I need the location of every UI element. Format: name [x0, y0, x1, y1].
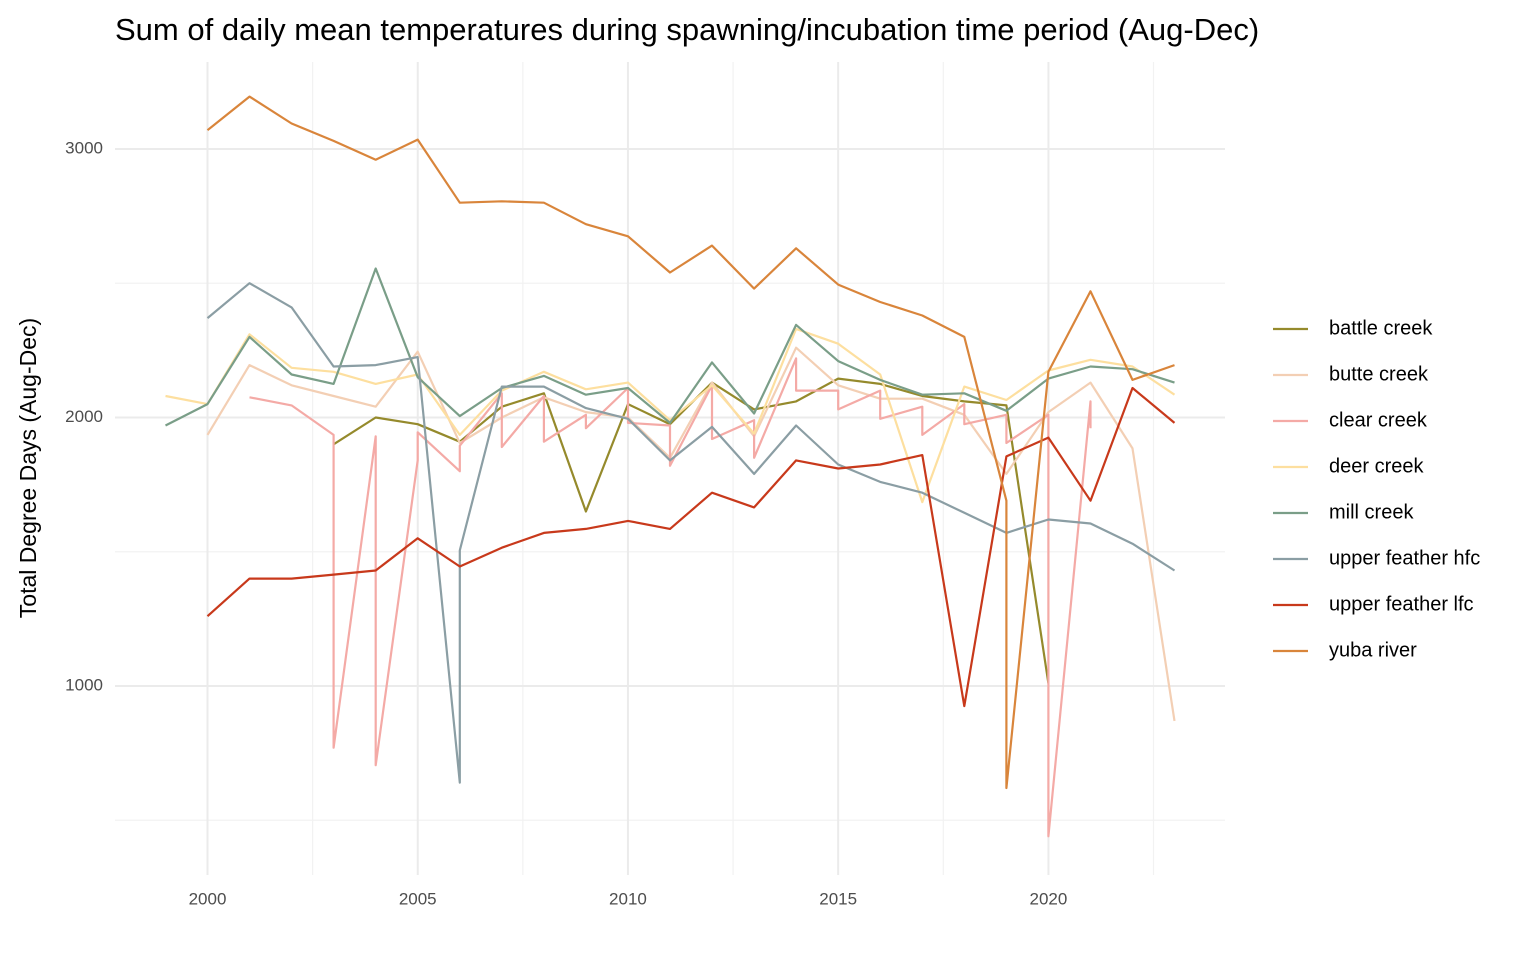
legend-label: battle creek: [1329, 317, 1433, 339]
legend-label: clear creek: [1329, 409, 1428, 431]
x-tick-label: 2010: [609, 889, 647, 908]
legend-label: upper feather hfc: [1329, 547, 1480, 569]
series-line: [206, 346, 1176, 722]
legend-label: upper feather lfc: [1329, 593, 1474, 615]
legend-label: deer creek: [1329, 455, 1424, 477]
y-tick-label: 2000: [65, 407, 103, 426]
y-axis-label: Total Degree Days (Aug-Dec): [15, 318, 41, 618]
series-line: [165, 327, 1176, 504]
chart-title: Sum of daily mean temperatures during sp…: [115, 12, 1259, 47]
legend-label: butte creek: [1329, 363, 1429, 385]
legend-label: yuba river: [1329, 639, 1417, 661]
x-tick-label: 2020: [1029, 889, 1067, 908]
legend-label: mill creek: [1329, 501, 1414, 523]
x-tick-label: 2000: [189, 889, 227, 908]
y-tick-label: 1000: [65, 675, 103, 694]
series-line: [206, 95, 1175, 790]
series-line: [206, 386, 1176, 708]
series-line: [249, 357, 1092, 838]
x-tick-label: 2015: [819, 889, 857, 908]
y-tick-label: 3000: [65, 138, 103, 157]
series-line: [165, 267, 1175, 427]
x-tick-label: 2005: [399, 889, 437, 908]
series-line: [206, 282, 1176, 784]
